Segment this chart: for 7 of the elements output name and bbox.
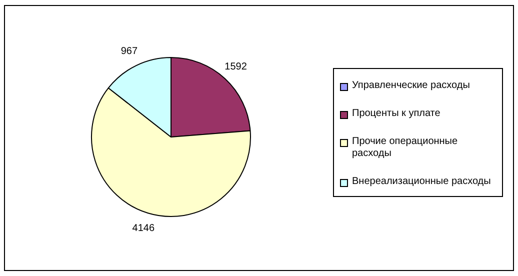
- legend-label: Управленческие расходы: [352, 80, 470, 92]
- data-label: 4146: [132, 223, 155, 234]
- legend-label: Внереализационные расходы: [352, 176, 491, 188]
- legend-label: Проценты к уплате: [352, 108, 440, 120]
- data-label: 967: [120, 46, 138, 57]
- legend-label: Прочие операционные расходы: [352, 136, 459, 160]
- data-label: 1592: [224, 62, 248, 73]
